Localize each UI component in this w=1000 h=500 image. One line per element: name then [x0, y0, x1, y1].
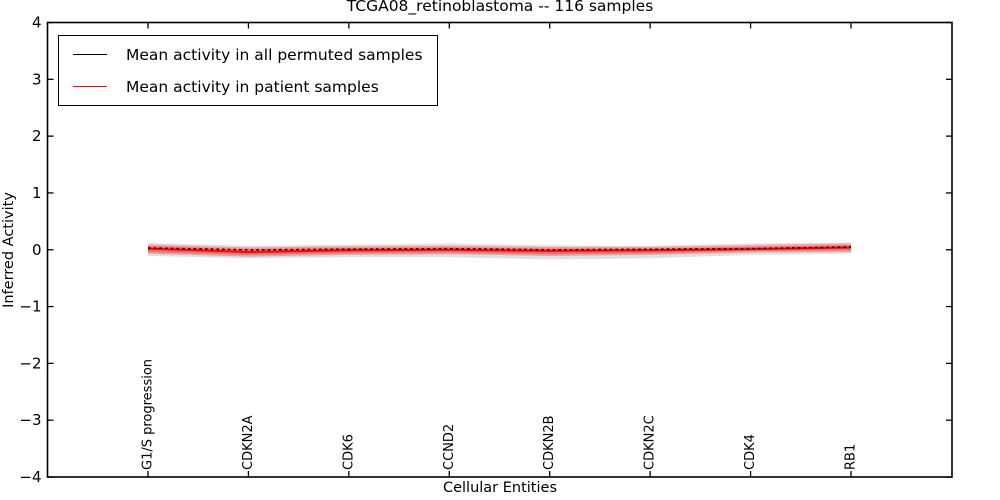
y-tick-label: −4 — [19, 468, 41, 486]
y-tick-label: 0 — [32, 241, 42, 259]
x-tick-label: CDKN2B — [542, 415, 557, 470]
x-tick-label: CDKN2A — [241, 415, 256, 470]
y-tick-label: −1 — [19, 298, 41, 316]
legend-label-permuted: Mean activity in all permuted samples — [126, 45, 423, 64]
tick-labels-layer: G1/S progression CDKN2A CDK6 CCND2 CDKN2B CDK… — [19, 14, 858, 487]
plot-border — [46, 21, 953, 478]
x-tick-label: CDKN2C — [643, 415, 658, 470]
x-tick-label: CDK4 — [743, 434, 758, 470]
legend-entry-patient: Mean activity in patient samples — [59, 74, 423, 99]
legend-label-patient: Mean activity in patient samples — [126, 77, 379, 96]
y-tick-label: −2 — [19, 354, 41, 372]
y-tick-label: 4 — [32, 14, 42, 32]
x-tick-label: CDK6 — [341, 434, 356, 470]
x-axis-label: Cellular Entities — [442, 480, 558, 496]
legend-entry-permuted: Mean activity in all permuted samples — [59, 42, 423, 67]
y-tick-label: 2 — [32, 127, 42, 145]
x-tick-label: G1/S progression — [141, 359, 156, 470]
series-lines-layer — [147, 246, 852, 254]
y-tick-label: −3 — [19, 411, 41, 429]
y-axis-label: Inferred Activity — [1, 192, 17, 308]
x-tick-label: CCND2 — [442, 424, 457, 470]
legend-box: Mean activity in all permuted samples Me… — [58, 35, 438, 106]
patient-mean-line — [147, 246, 852, 254]
y-tick-label: 1 — [32, 184, 42, 202]
y-tick-label: 3 — [32, 70, 42, 88]
red-line-sample-icon — [73, 86, 107, 87]
chart-title: TCGA08_retinoblastoma -- 116 samples — [346, 0, 654, 15]
black-line-sample-icon — [73, 54, 107, 55]
x-tick-label: RB1 — [844, 444, 859, 470]
